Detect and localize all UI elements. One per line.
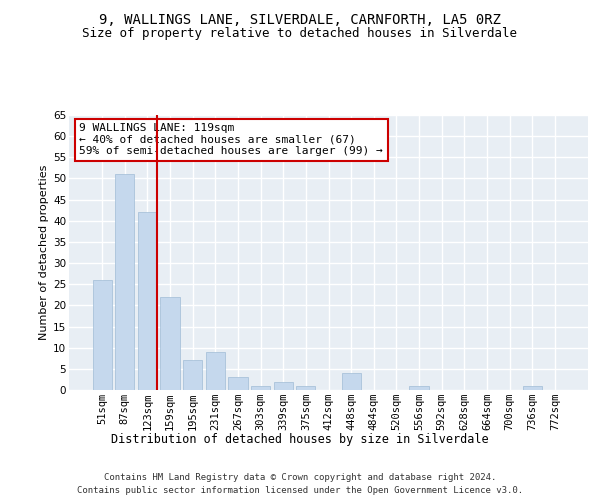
Bar — [160, 297, 180, 390]
Bar — [274, 382, 293, 390]
Text: 9 WALLINGS LANE: 119sqm
← 40% of detached houses are smaller (67)
59% of semi-de: 9 WALLINGS LANE: 119sqm ← 40% of detache… — [79, 123, 383, 156]
Bar — [138, 212, 157, 390]
Bar — [409, 386, 428, 390]
Bar — [296, 386, 316, 390]
Text: Contains public sector information licensed under the Open Government Licence v3: Contains public sector information licen… — [77, 486, 523, 495]
Bar — [523, 386, 542, 390]
Bar — [251, 386, 270, 390]
Text: 9, WALLINGS LANE, SILVERDALE, CARNFORTH, LA5 0RZ: 9, WALLINGS LANE, SILVERDALE, CARNFORTH,… — [99, 12, 501, 26]
Bar — [341, 373, 361, 390]
Y-axis label: Number of detached properties: Number of detached properties — [39, 165, 49, 340]
Text: Contains HM Land Registry data © Crown copyright and database right 2024.: Contains HM Land Registry data © Crown c… — [104, 472, 496, 482]
Bar — [229, 378, 248, 390]
Text: Distribution of detached houses by size in Silverdale: Distribution of detached houses by size … — [111, 432, 489, 446]
Bar — [206, 352, 225, 390]
Bar — [115, 174, 134, 390]
Bar — [92, 280, 112, 390]
Text: Size of property relative to detached houses in Silverdale: Size of property relative to detached ho… — [83, 28, 517, 40]
Bar — [183, 360, 202, 390]
